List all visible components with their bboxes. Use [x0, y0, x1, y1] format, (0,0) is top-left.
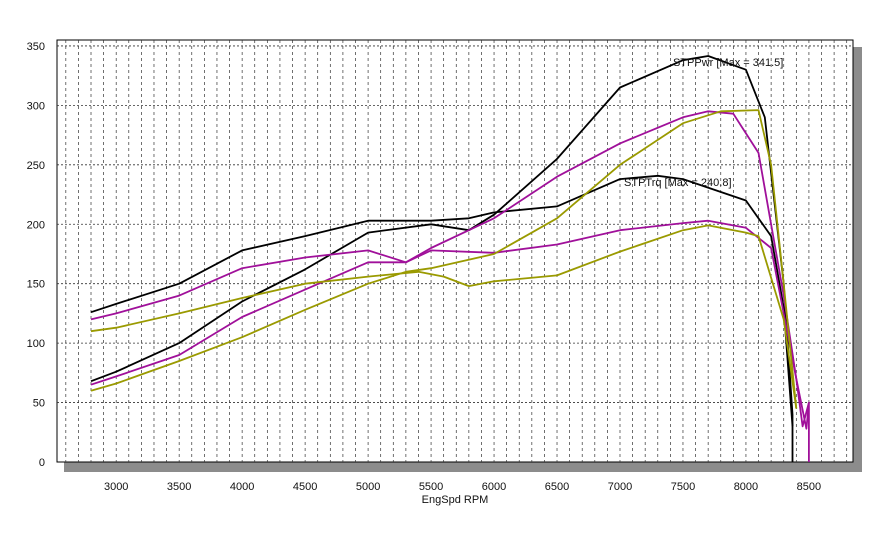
x-tick-label: 3500 [167, 481, 191, 493]
x-tick-label: 8000 [734, 481, 758, 493]
max-annotation: STPPwr [Max = 341.5] [673, 57, 783, 69]
y-tick-label: 350 [27, 41, 45, 53]
x-tick-label: 7000 [608, 481, 632, 493]
max-annotation: STPTrq [Max = 240.8] [624, 177, 732, 189]
y-tick-label: 150 [27, 279, 45, 291]
series-line [90, 174, 794, 427]
series-line [90, 55, 794, 462]
y-tick-label: 250 [27, 160, 45, 172]
y-tick-label: 50 [33, 398, 45, 410]
series-line [90, 109, 798, 409]
x-axis-label: EngSpd RPM [422, 494, 489, 506]
y-tick-label: 200 [27, 219, 45, 231]
series-line [90, 224, 798, 409]
y-tick-label: 100 [27, 338, 45, 350]
x-tick-label: 3000 [104, 481, 128, 493]
x-tick-label: 4000 [230, 481, 254, 493]
series-line [90, 110, 810, 462]
series-line [90, 219, 810, 428]
y-tick-label: 300 [27, 100, 45, 112]
x-tick-label: 6000 [482, 481, 506, 493]
x-tick-label: 4500 [293, 481, 317, 493]
x-tick-label: 5000 [356, 481, 380, 493]
x-tick-label: 8500 [797, 481, 821, 493]
x-tick-label: 6500 [545, 481, 569, 493]
x-tick-label: 5500 [419, 481, 443, 493]
y-tick-label: 0 [39, 457, 45, 469]
x-tick-label: 7500 [671, 481, 695, 493]
